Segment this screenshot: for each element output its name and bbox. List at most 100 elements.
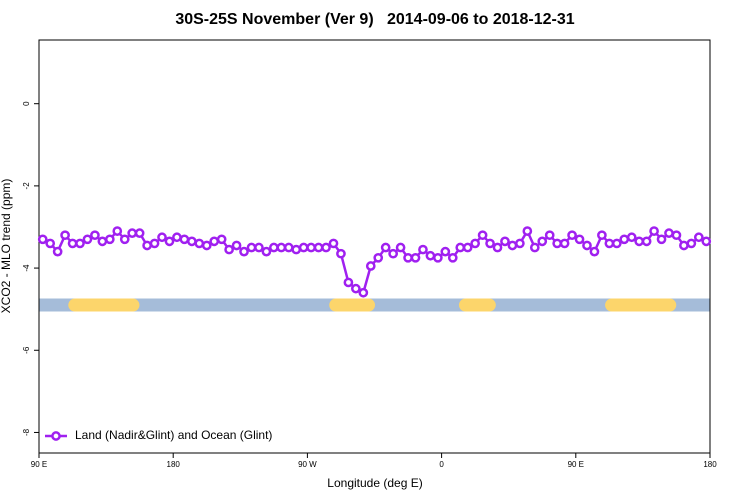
data-point xyxy=(67,238,78,249)
data-point xyxy=(90,230,100,241)
data-point xyxy=(291,244,302,255)
data-point xyxy=(656,234,667,245)
data-point xyxy=(224,244,234,255)
x-tick-label: 90 E xyxy=(31,460,47,469)
data-point xyxy=(418,244,428,255)
x-tick-label: 180 xyxy=(167,460,181,469)
x-axis-label: Longitude (deg E) xyxy=(327,476,422,490)
data-point xyxy=(60,230,70,241)
data-point xyxy=(306,242,316,253)
y-tick-label: -8 xyxy=(22,428,31,436)
y-tick-label: -4 xyxy=(22,264,31,272)
data-point xyxy=(351,283,361,294)
data-point xyxy=(104,234,115,245)
data-point xyxy=(276,242,287,253)
data-point xyxy=(201,240,212,251)
data-point xyxy=(410,252,421,263)
data-point xyxy=(336,248,346,259)
data-point xyxy=(380,242,391,253)
plot-frame xyxy=(38,39,711,454)
data-point xyxy=(45,238,56,249)
legend-marker xyxy=(51,431,61,441)
data-point xyxy=(515,238,525,249)
data-point xyxy=(664,228,674,238)
data-point xyxy=(529,242,540,253)
data-point xyxy=(634,236,645,247)
data-point xyxy=(321,242,331,253)
data-point xyxy=(679,240,689,251)
data-point xyxy=(209,236,220,247)
data-point xyxy=(462,242,473,253)
data-point xyxy=(693,232,704,243)
data-point xyxy=(455,242,466,253)
data-point xyxy=(75,238,85,249)
data-point xyxy=(686,238,697,249)
data-point xyxy=(395,242,406,253)
data-point xyxy=(626,232,637,243)
data-point xyxy=(440,246,451,257)
data-point xyxy=(641,236,652,247)
chart-title: 30S-25S November (Ver 9) 2014-09-06 to 2… xyxy=(175,11,574,28)
data-point xyxy=(261,246,272,257)
x-tick-label: 90 W xyxy=(298,460,317,469)
data-point xyxy=(157,232,167,243)
data-point xyxy=(119,234,130,245)
data-point xyxy=(172,232,182,243)
data-point xyxy=(537,236,548,247)
data-point xyxy=(149,238,160,249)
data-point xyxy=(164,236,175,247)
data-point xyxy=(142,240,152,251)
data-point xyxy=(134,228,145,238)
data-point xyxy=(447,252,458,263)
data-point xyxy=(589,246,600,257)
data-point xyxy=(373,252,384,263)
data-point xyxy=(37,234,48,245)
data-point xyxy=(701,236,712,247)
y-axis-label: XCO2 - MLO trend (ppm) xyxy=(0,179,13,314)
data-point xyxy=(567,230,577,241)
y-tick-label: 0 xyxy=(22,101,31,106)
data-point xyxy=(611,238,622,249)
data-point xyxy=(604,238,615,249)
data-point xyxy=(194,238,205,249)
data-point xyxy=(507,240,518,251)
data-point xyxy=(179,234,190,245)
data-point xyxy=(239,246,249,257)
data-point xyxy=(597,230,607,241)
data-point xyxy=(425,250,436,261)
data-point xyxy=(298,242,309,253)
data-point xyxy=(559,238,570,249)
data-point xyxy=(343,277,354,288)
data-point xyxy=(246,242,257,253)
data-point xyxy=(269,242,279,253)
data-point xyxy=(216,234,227,245)
data-point xyxy=(388,248,398,259)
data-point xyxy=(433,252,443,263)
data-point xyxy=(328,238,339,249)
data-point xyxy=(552,238,563,249)
data-point xyxy=(186,236,197,247)
data-point xyxy=(358,287,369,298)
data-point xyxy=(283,242,294,253)
data-point xyxy=(313,242,324,253)
data-point xyxy=(470,238,480,249)
legend-label: Land (Nadir&Glint) and Ocean (Glint) xyxy=(75,428,272,442)
data-point xyxy=(574,234,585,245)
data-point xyxy=(522,226,533,236)
x-tick-label: 90 E xyxy=(568,460,584,469)
data-point xyxy=(619,234,630,245)
data-point xyxy=(544,230,555,241)
data-point xyxy=(403,252,413,263)
data-point xyxy=(492,242,503,253)
x-tick-label: 180 xyxy=(703,460,717,469)
data-point xyxy=(485,238,495,249)
data-point xyxy=(254,242,264,253)
data-point xyxy=(231,240,242,251)
data-point xyxy=(477,230,488,241)
data-point xyxy=(671,230,682,241)
y-tick-label: -6 xyxy=(22,346,31,354)
data-point xyxy=(82,234,93,245)
data-point xyxy=(582,240,592,251)
y-tick-label: -2 xyxy=(22,182,31,190)
